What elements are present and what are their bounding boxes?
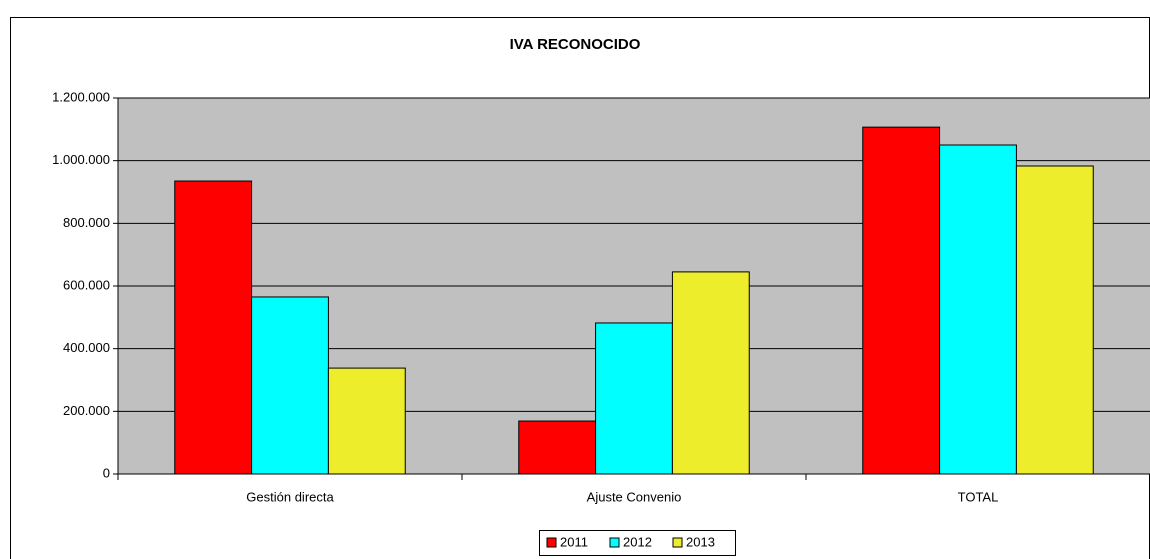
- y-tick-label: 200.000: [63, 403, 110, 418]
- x-tick-label: Ajuste Convenio: [587, 489, 682, 504]
- y-tick-label: 0: [103, 465, 110, 480]
- legend-swatch: [609, 537, 620, 548]
- bar: [671, 271, 750, 475]
- y-tick-label: 1.000.000: [52, 152, 110, 167]
- bar: [595, 322, 673, 475]
- y-tick-label: 800.000: [63, 215, 110, 230]
- bar: [327, 367, 406, 475]
- bar: [862, 126, 941, 475]
- chart-title: IVA RECONOCIDO: [510, 36, 641, 53]
- x-tick-label: TOTAL: [958, 489, 999, 504]
- bar: [939, 144, 1017, 475]
- bar: [174, 180, 253, 475]
- bar: [518, 420, 597, 475]
- y-tick-label: 600.000: [63, 277, 110, 292]
- x-tick-label: Gestión directa: [246, 489, 334, 504]
- legend-swatch: [546, 537, 557, 548]
- legend-label: 2011: [560, 534, 588, 549]
- bar: [251, 296, 329, 475]
- legend-label: 2013: [686, 534, 715, 549]
- bar: [1015, 165, 1094, 475]
- y-tick-label: 1.200.000: [52, 89, 110, 104]
- y-tick-label: 400.000: [63, 340, 110, 355]
- legend-label: 2012: [623, 534, 652, 549]
- legend-swatch: [672, 537, 683, 548]
- legend: [539, 530, 736, 556]
